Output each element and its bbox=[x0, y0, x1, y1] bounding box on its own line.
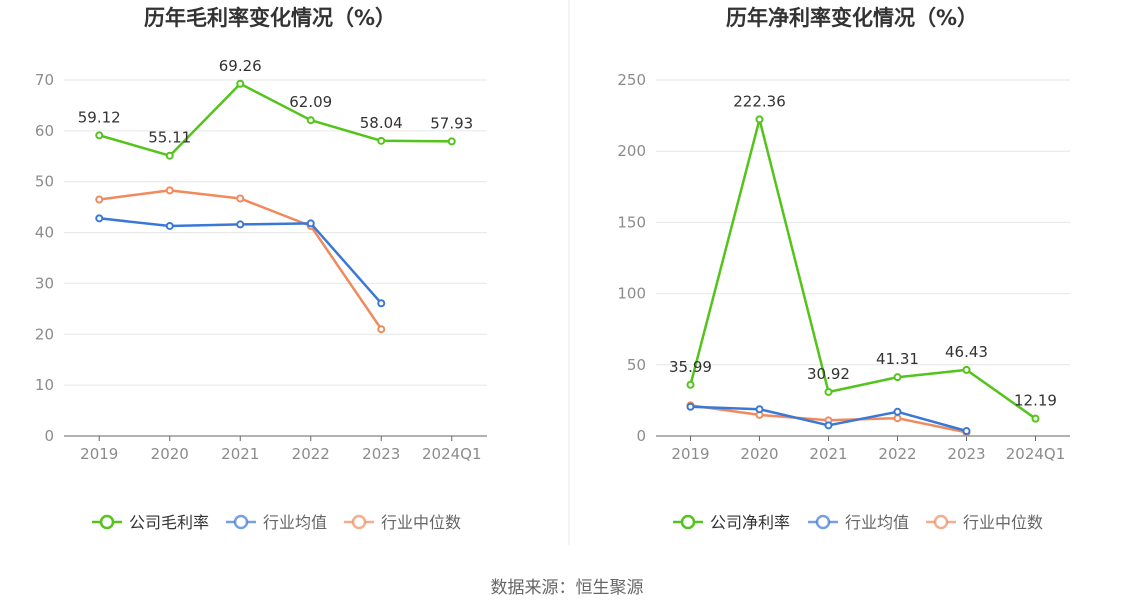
y-tick-label: 30 bbox=[35, 274, 54, 292]
legend-marker bbox=[351, 514, 367, 530]
x-tick-label: 2019 bbox=[671, 445, 709, 463]
data-label: 30.92 bbox=[807, 365, 850, 383]
y-tick-label: 70 bbox=[35, 71, 54, 89]
data-label: 57.93 bbox=[430, 114, 473, 132]
data-point bbox=[377, 136, 386, 145]
x-tick-label: 2024Q1 bbox=[1006, 445, 1066, 463]
data-point bbox=[686, 402, 695, 411]
y-tick-label: 20 bbox=[35, 325, 54, 343]
y-tick-label: 0 bbox=[44, 427, 54, 445]
data-point bbox=[306, 219, 315, 228]
y-tick-label: 0 bbox=[636, 427, 646, 445]
data-point bbox=[755, 115, 764, 124]
x-tick-label: 2022 bbox=[878, 445, 916, 463]
data-label: 58.04 bbox=[360, 114, 403, 132]
x-tick-label: 2020 bbox=[151, 445, 189, 463]
legend-label: 行业中位数 bbox=[381, 513, 461, 532]
legend-marker bbox=[680, 514, 696, 530]
data-point bbox=[686, 380, 695, 389]
legend-label: 公司毛利率 bbox=[129, 513, 209, 532]
data-point bbox=[893, 373, 902, 382]
source-note: 数据来源：恒生聚源 bbox=[491, 578, 644, 598]
x-tick-label: 2023 bbox=[947, 445, 985, 463]
data-point bbox=[893, 407, 902, 416]
data-label: 55.11 bbox=[148, 129, 191, 147]
x-tick-label: 2021 bbox=[809, 445, 847, 463]
series-line bbox=[689, 118, 1037, 420]
x-tick-label: 2022 bbox=[292, 445, 330, 463]
chart-title: 历年净利率变化情况（%） bbox=[726, 6, 978, 30]
data-label: 222.36 bbox=[733, 92, 786, 110]
y-tick-label: 50 bbox=[35, 173, 54, 191]
x-tick-label: 2024Q1 bbox=[422, 445, 482, 463]
data-label: 59.12 bbox=[78, 108, 121, 126]
data-point bbox=[893, 414, 902, 423]
data-point bbox=[377, 299, 386, 308]
data-point bbox=[165, 151, 174, 160]
data-point bbox=[236, 220, 245, 229]
series-line bbox=[99, 217, 383, 305]
data-point bbox=[1031, 414, 1040, 423]
y-tick-label: 200 bbox=[617, 142, 646, 160]
data-label: 46.43 bbox=[945, 343, 988, 361]
y-tick-label: 10 bbox=[35, 376, 54, 394]
legend-label: 公司净利率 bbox=[710, 513, 790, 532]
data-label: 12.19 bbox=[1014, 392, 1057, 410]
legend-label: 行业均值 bbox=[263, 513, 327, 532]
y-tick-label: 100 bbox=[617, 285, 646, 303]
data-label: 41.31 bbox=[876, 350, 919, 368]
data-point bbox=[165, 221, 174, 230]
data-point bbox=[236, 194, 245, 203]
data-point bbox=[95, 214, 104, 223]
data-point bbox=[755, 405, 764, 414]
data-point bbox=[824, 387, 833, 396]
x-tick-label: 2020 bbox=[740, 445, 778, 463]
legend-marker bbox=[233, 514, 249, 530]
data-point bbox=[447, 137, 456, 146]
data-point bbox=[962, 365, 971, 374]
data-point bbox=[165, 186, 174, 195]
y-tick-label: 50 bbox=[627, 356, 646, 374]
data-label: 69.26 bbox=[219, 57, 262, 75]
y-tick-label: 250 bbox=[617, 71, 646, 89]
legend-marker bbox=[99, 514, 115, 530]
data-point bbox=[236, 79, 245, 88]
data-label: 62.09 bbox=[289, 93, 332, 111]
data-point bbox=[95, 195, 104, 204]
data-point bbox=[306, 116, 315, 125]
legend-marker bbox=[933, 514, 949, 530]
chart-title: 历年毛利率变化情况（%） bbox=[144, 6, 396, 30]
legend-label: 行业中位数 bbox=[963, 513, 1043, 532]
x-tick-label: 2021 bbox=[221, 445, 259, 463]
data-point bbox=[377, 325, 386, 334]
data-point bbox=[95, 131, 104, 140]
y-tick-label: 150 bbox=[617, 213, 646, 231]
x-tick-label: 2023 bbox=[362, 445, 400, 463]
series-line bbox=[98, 82, 452, 157]
y-tick-label: 40 bbox=[35, 224, 54, 242]
x-tick-label: 2019 bbox=[80, 445, 118, 463]
y-tick-label: 60 bbox=[35, 122, 54, 140]
legend-label: 行业均值 bbox=[845, 513, 909, 532]
data-label: 35.99 bbox=[669, 358, 712, 376]
data-point bbox=[824, 421, 833, 430]
series-line bbox=[99, 189, 383, 330]
legend-marker bbox=[815, 514, 831, 530]
data-point bbox=[962, 427, 971, 436]
